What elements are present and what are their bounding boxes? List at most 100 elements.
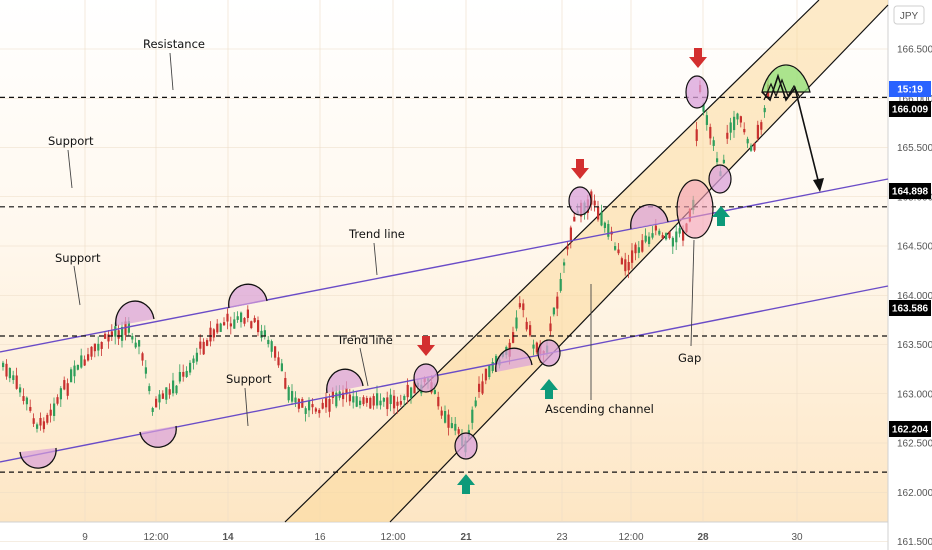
candle-body bbox=[447, 414, 450, 428]
candle-body bbox=[100, 341, 103, 349]
candle-body bbox=[644, 235, 647, 242]
price-tick-label: 164.000 bbox=[897, 291, 932, 302]
candle-body bbox=[267, 339, 270, 345]
candle-body bbox=[437, 396, 440, 407]
candle-body bbox=[651, 233, 654, 238]
candle-body bbox=[331, 391, 334, 398]
resistance-pointer bbox=[169, 52, 174, 91]
candle-body bbox=[219, 323, 222, 332]
candle-body bbox=[597, 206, 600, 220]
time-tick-label: 12:00 bbox=[380, 532, 405, 543]
candle-body bbox=[440, 410, 443, 416]
candle-body bbox=[161, 393, 164, 399]
price-flag-label: 15:19 bbox=[897, 85, 923, 96]
candle-body bbox=[736, 113, 739, 120]
candle-body bbox=[386, 397, 389, 410]
time-axis-panel bbox=[0, 522, 888, 550]
candle-body bbox=[144, 367, 147, 374]
candle-body bbox=[345, 387, 348, 395]
candle-body bbox=[399, 401, 402, 405]
price-tick-label: 161.500 bbox=[897, 537, 932, 548]
candle-body bbox=[114, 326, 117, 337]
time-tick-label: 12:00 bbox=[143, 532, 168, 543]
candle-body bbox=[53, 403, 56, 416]
buy-arrow bbox=[457, 474, 475, 494]
candle-body bbox=[559, 278, 562, 291]
candle-body bbox=[240, 312, 243, 323]
price-flag-label: 162.204 bbox=[892, 425, 929, 436]
candle-body bbox=[148, 386, 151, 392]
currency-badge[interactable] bbox=[893, 5, 925, 25]
candle-body bbox=[223, 322, 226, 326]
price-flag bbox=[889, 183, 931, 199]
candle-body bbox=[104, 333, 107, 339]
candle-body bbox=[705, 115, 708, 125]
candle-body bbox=[70, 369, 73, 383]
candle-body bbox=[702, 103, 705, 112]
touch-semicircle bbox=[115, 300, 155, 327]
time-tick-label: 30 bbox=[791, 532, 803, 543]
candle-body bbox=[372, 396, 375, 406]
price-tick-label: 163.000 bbox=[897, 389, 932, 400]
candle-body bbox=[209, 327, 212, 342]
touch-semicircle bbox=[228, 283, 268, 309]
candle-body bbox=[478, 383, 481, 392]
candle-body bbox=[549, 323, 552, 332]
price-flag bbox=[889, 101, 931, 117]
candle-body bbox=[481, 381, 484, 394]
price-flag-label: 166.009 bbox=[892, 105, 929, 116]
candle-body bbox=[250, 321, 253, 329]
candle-body bbox=[107, 334, 110, 342]
candle-body bbox=[335, 392, 338, 407]
touch-semicircle bbox=[630, 204, 669, 230]
candle-body bbox=[393, 395, 396, 409]
candle-body bbox=[556, 296, 559, 309]
support-pointer-3 bbox=[244, 387, 249, 427]
candle-body bbox=[291, 391, 294, 402]
candle-body bbox=[658, 230, 661, 235]
candle-body bbox=[12, 375, 15, 381]
candle-body bbox=[743, 128, 746, 133]
candle-body bbox=[457, 429, 460, 434]
price-tick-label: 165.500 bbox=[897, 143, 932, 154]
projection-arrowhead bbox=[813, 178, 824, 192]
candle-body bbox=[73, 365, 76, 377]
annotation-pointers bbox=[67, 52, 695, 427]
candle-body bbox=[359, 400, 362, 406]
candle-body bbox=[760, 122, 763, 130]
price-flag-label: 164.898 bbox=[892, 187, 929, 198]
buy-arrow bbox=[540, 379, 558, 399]
candle-body bbox=[263, 330, 266, 337]
candle-body bbox=[124, 321, 127, 336]
candle-body bbox=[654, 225, 657, 231]
candle-body bbox=[15, 375, 18, 389]
gap-circle bbox=[676, 179, 714, 239]
candle-body bbox=[603, 222, 606, 229]
candle-body bbox=[8, 367, 11, 379]
candle-body bbox=[518, 303, 521, 308]
candle-body bbox=[648, 236, 651, 244]
candle-body bbox=[535, 342, 538, 353]
candle-body bbox=[83, 359, 86, 366]
candle-body bbox=[631, 250, 634, 263]
candle-body bbox=[525, 321, 528, 330]
candle-body bbox=[614, 246, 617, 250]
candle-body bbox=[756, 124, 759, 139]
price-tick-label: 163.500 bbox=[897, 340, 932, 351]
candles-group bbox=[2, 76, 770, 457]
annotation-trend-line-1: Trend line bbox=[348, 227, 405, 241]
candle-body bbox=[627, 261, 630, 271]
touch-circle bbox=[537, 339, 561, 367]
touch-semicircle bbox=[495, 347, 533, 373]
candle-body bbox=[362, 397, 365, 405]
candle-body bbox=[172, 380, 175, 394]
candle-body bbox=[716, 158, 719, 163]
candle-body bbox=[746, 138, 749, 144]
touch-circle bbox=[454, 432, 478, 460]
time-tick-label: 21 bbox=[460, 532, 472, 543]
candle-body bbox=[134, 342, 137, 348]
candle-body bbox=[325, 398, 328, 408]
candle-body bbox=[202, 341, 205, 355]
